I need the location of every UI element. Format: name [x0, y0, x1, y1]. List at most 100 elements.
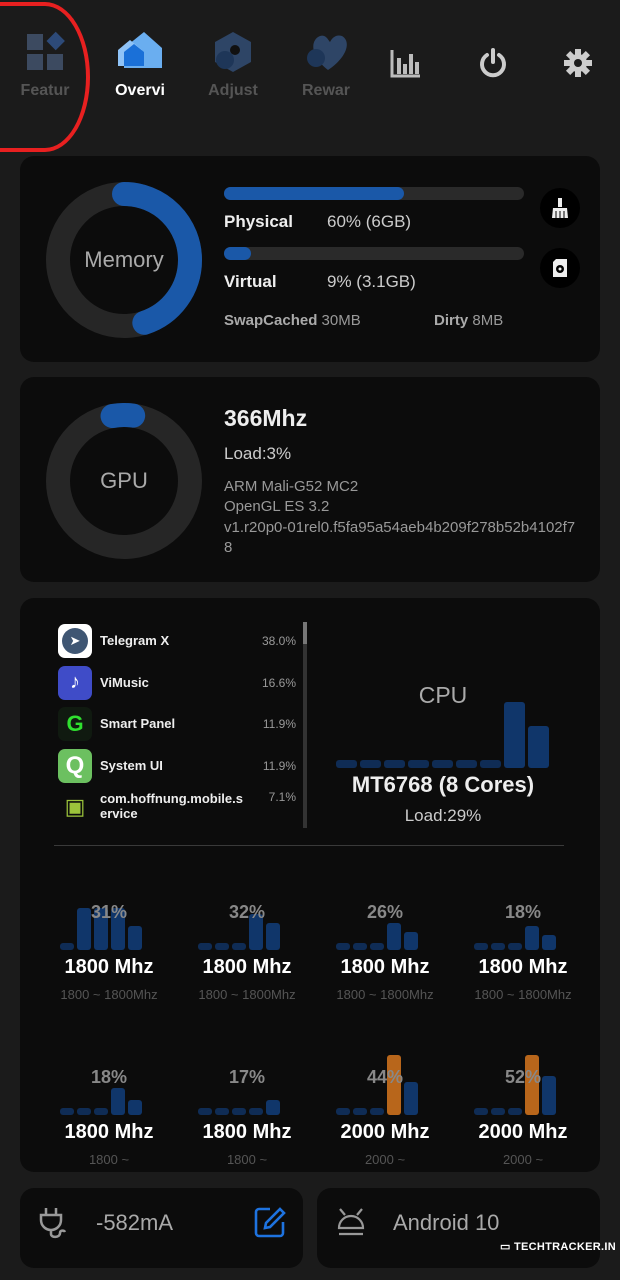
cpu-history-bar	[528, 726, 549, 768]
android-head-icon	[337, 1208, 365, 1236]
core-history-bar	[111, 1088, 125, 1115]
memory-arc	[46, 182, 202, 338]
core-history-bar	[266, 1100, 280, 1115]
watermark-text: TechTracker.in	[514, 1241, 616, 1253]
gpu-title: GPU	[100, 468, 148, 493]
core-history-bar	[353, 1108, 367, 1115]
core-percent: 18%	[504, 902, 542, 922]
cpu-history-chart	[336, 698, 550, 768]
smart-panel-icon: G	[58, 707, 92, 741]
core-history-bar	[249, 1108, 263, 1115]
process-percent: 11.9%	[262, 758, 296, 773]
virtual-label: Virtual	[224, 272, 277, 291]
cpu-history-bar	[504, 701, 525, 768]
core-history-bar	[77, 1108, 91, 1115]
core-range: 1800 ~ 1800Mhz	[474, 987, 572, 1002]
core-range: 1800 ~ 1800Mhz	[60, 987, 158, 1002]
process-percent: 16.6%	[261, 675, 296, 690]
core-history-bar	[232, 1108, 246, 1115]
adjust-hexagon-icon	[215, 32, 251, 72]
core-frequency: 1800 Mhz	[64, 1121, 154, 1143]
process-item[interactable]: ♪ ViMusic 16.6%	[58, 665, 298, 702]
cpu-history-bar	[480, 760, 501, 768]
battery-card: -582mA	[20, 1188, 303, 1268]
core-history-bar	[370, 943, 384, 950]
clean-memory-button[interactable]	[540, 188, 580, 228]
core-range: 1800 ~	[226, 1152, 268, 1167]
process-item[interactable]: G Smart Panel 11.9%	[58, 707, 298, 743]
core-history-bar	[232, 943, 246, 950]
core-history-bar	[404, 1082, 418, 1115]
process-name: Telegram X	[100, 633, 170, 648]
physical-bar-fill	[224, 187, 404, 200]
core-range: 1800 ~ 1800Mhz	[336, 987, 434, 1002]
core-frequency: 1800 Mhz	[478, 956, 568, 978]
process-item[interactable]: Q System UI 11.9%	[58, 748, 298, 785]
core-history-bar	[525, 926, 539, 950]
cpu-model: MT6768 (8 Cores)	[351, 772, 535, 797]
swap-settings-button[interactable]	[540, 248, 580, 288]
core-frequency: 2000 Mhz	[478, 1121, 568, 1143]
physical-bar	[224, 187, 524, 200]
memory-card: Memory Physical 60% (6GB) Virtual 9% (3.…	[20, 156, 600, 362]
tab-features[interactable]: Featur	[5, 30, 85, 100]
core-history-bar	[474, 1108, 488, 1115]
cpu-history-bar	[360, 760, 381, 768]
tab-overview[interactable]: Overvi	[100, 30, 180, 100]
virtual-bar-fill	[224, 247, 251, 260]
core-history-bar	[128, 926, 142, 950]
cpu-card: ➤ Telegram X 38.0% ♪ ViMusic 16.6% G Smart Pane…	[20, 598, 600, 1172]
physical-label: Physical	[224, 212, 293, 231]
process-percent: 11.9%	[262, 717, 296, 731]
core-percent: 26%	[366, 902, 404, 922]
core-history-bar	[542, 1076, 556, 1115]
red-annotation-circle	[0, 2, 90, 152]
process-name: com.hoffnung.mobile.service	[100, 791, 243, 821]
divider	[54, 845, 564, 846]
core-percent: 17%	[228, 1067, 266, 1087]
edit-icon[interactable]	[254, 1206, 286, 1238]
bar-chart-icon[interactable]	[390, 48, 422, 78]
core-history-bar	[215, 943, 229, 950]
cpu-load: Load:29%	[404, 806, 482, 825]
virtual-value: 9% (3.1GB)	[327, 272, 416, 291]
core-history-bar	[77, 908, 91, 950]
tab-label: Overvi	[115, 82, 165, 99]
dirty-label: Dirty	[434, 312, 469, 329]
memory-title: Memory	[84, 247, 164, 272]
process-item[interactable]: ➤ Telegram X 38.0%	[58, 624, 298, 660]
system-card: Android 10	[317, 1188, 600, 1268]
core-history-bar	[508, 943, 522, 950]
battery-current: -582mA	[96, 1210, 174, 1235]
tab-adjust[interactable]: Adjust	[193, 30, 273, 100]
core-range: 2000 ~	[364, 1152, 406, 1167]
scrollbar-thumb[interactable]	[303, 622, 307, 644]
process-item[interactable]: ▣ com.hoffnung.mobile.service 7.1%	[58, 790, 298, 826]
core-percent: 32%	[228, 902, 266, 922]
core-history-bar	[60, 943, 74, 950]
memory-gauge: Memory	[46, 182, 202, 338]
heart-icon	[307, 35, 347, 70]
core-history-bar	[370, 1108, 384, 1115]
core-history-bar	[266, 923, 280, 950]
virtual-bar	[224, 247, 524, 260]
process-name: Smart Panel	[100, 716, 176, 731]
core-history-bar	[336, 1108, 350, 1115]
cpu-history-bar	[384, 760, 405, 768]
gpu-frequency: 366Mhz	[224, 405, 308, 431]
gear-icon[interactable]	[564, 49, 592, 77]
core-frequency: 1800 Mhz	[202, 956, 292, 978]
plug-icon	[39, 1208, 67, 1239]
android-icon: ▣	[64, 794, 86, 819]
core-history-bar	[215, 1108, 229, 1115]
power-icon[interactable]	[478, 48, 508, 78]
tab-rewards[interactable]: Rewar	[286, 30, 366, 100]
process-percent: 38.0%	[261, 634, 296, 648]
core-frequency: 1800 Mhz	[340, 956, 430, 978]
cpu-history-bar	[408, 760, 429, 768]
process-scrollbar[interactable]	[303, 622, 307, 828]
gpu-driver: v1.r20p0-01rel0.f5fa95a54aeb4b209f278b52…	[224, 519, 576, 556]
android-version: Android 10	[393, 1210, 500, 1235]
core-history-bar	[94, 1108, 108, 1115]
gpu-api: OpenGL ES 3.2	[224, 498, 330, 515]
